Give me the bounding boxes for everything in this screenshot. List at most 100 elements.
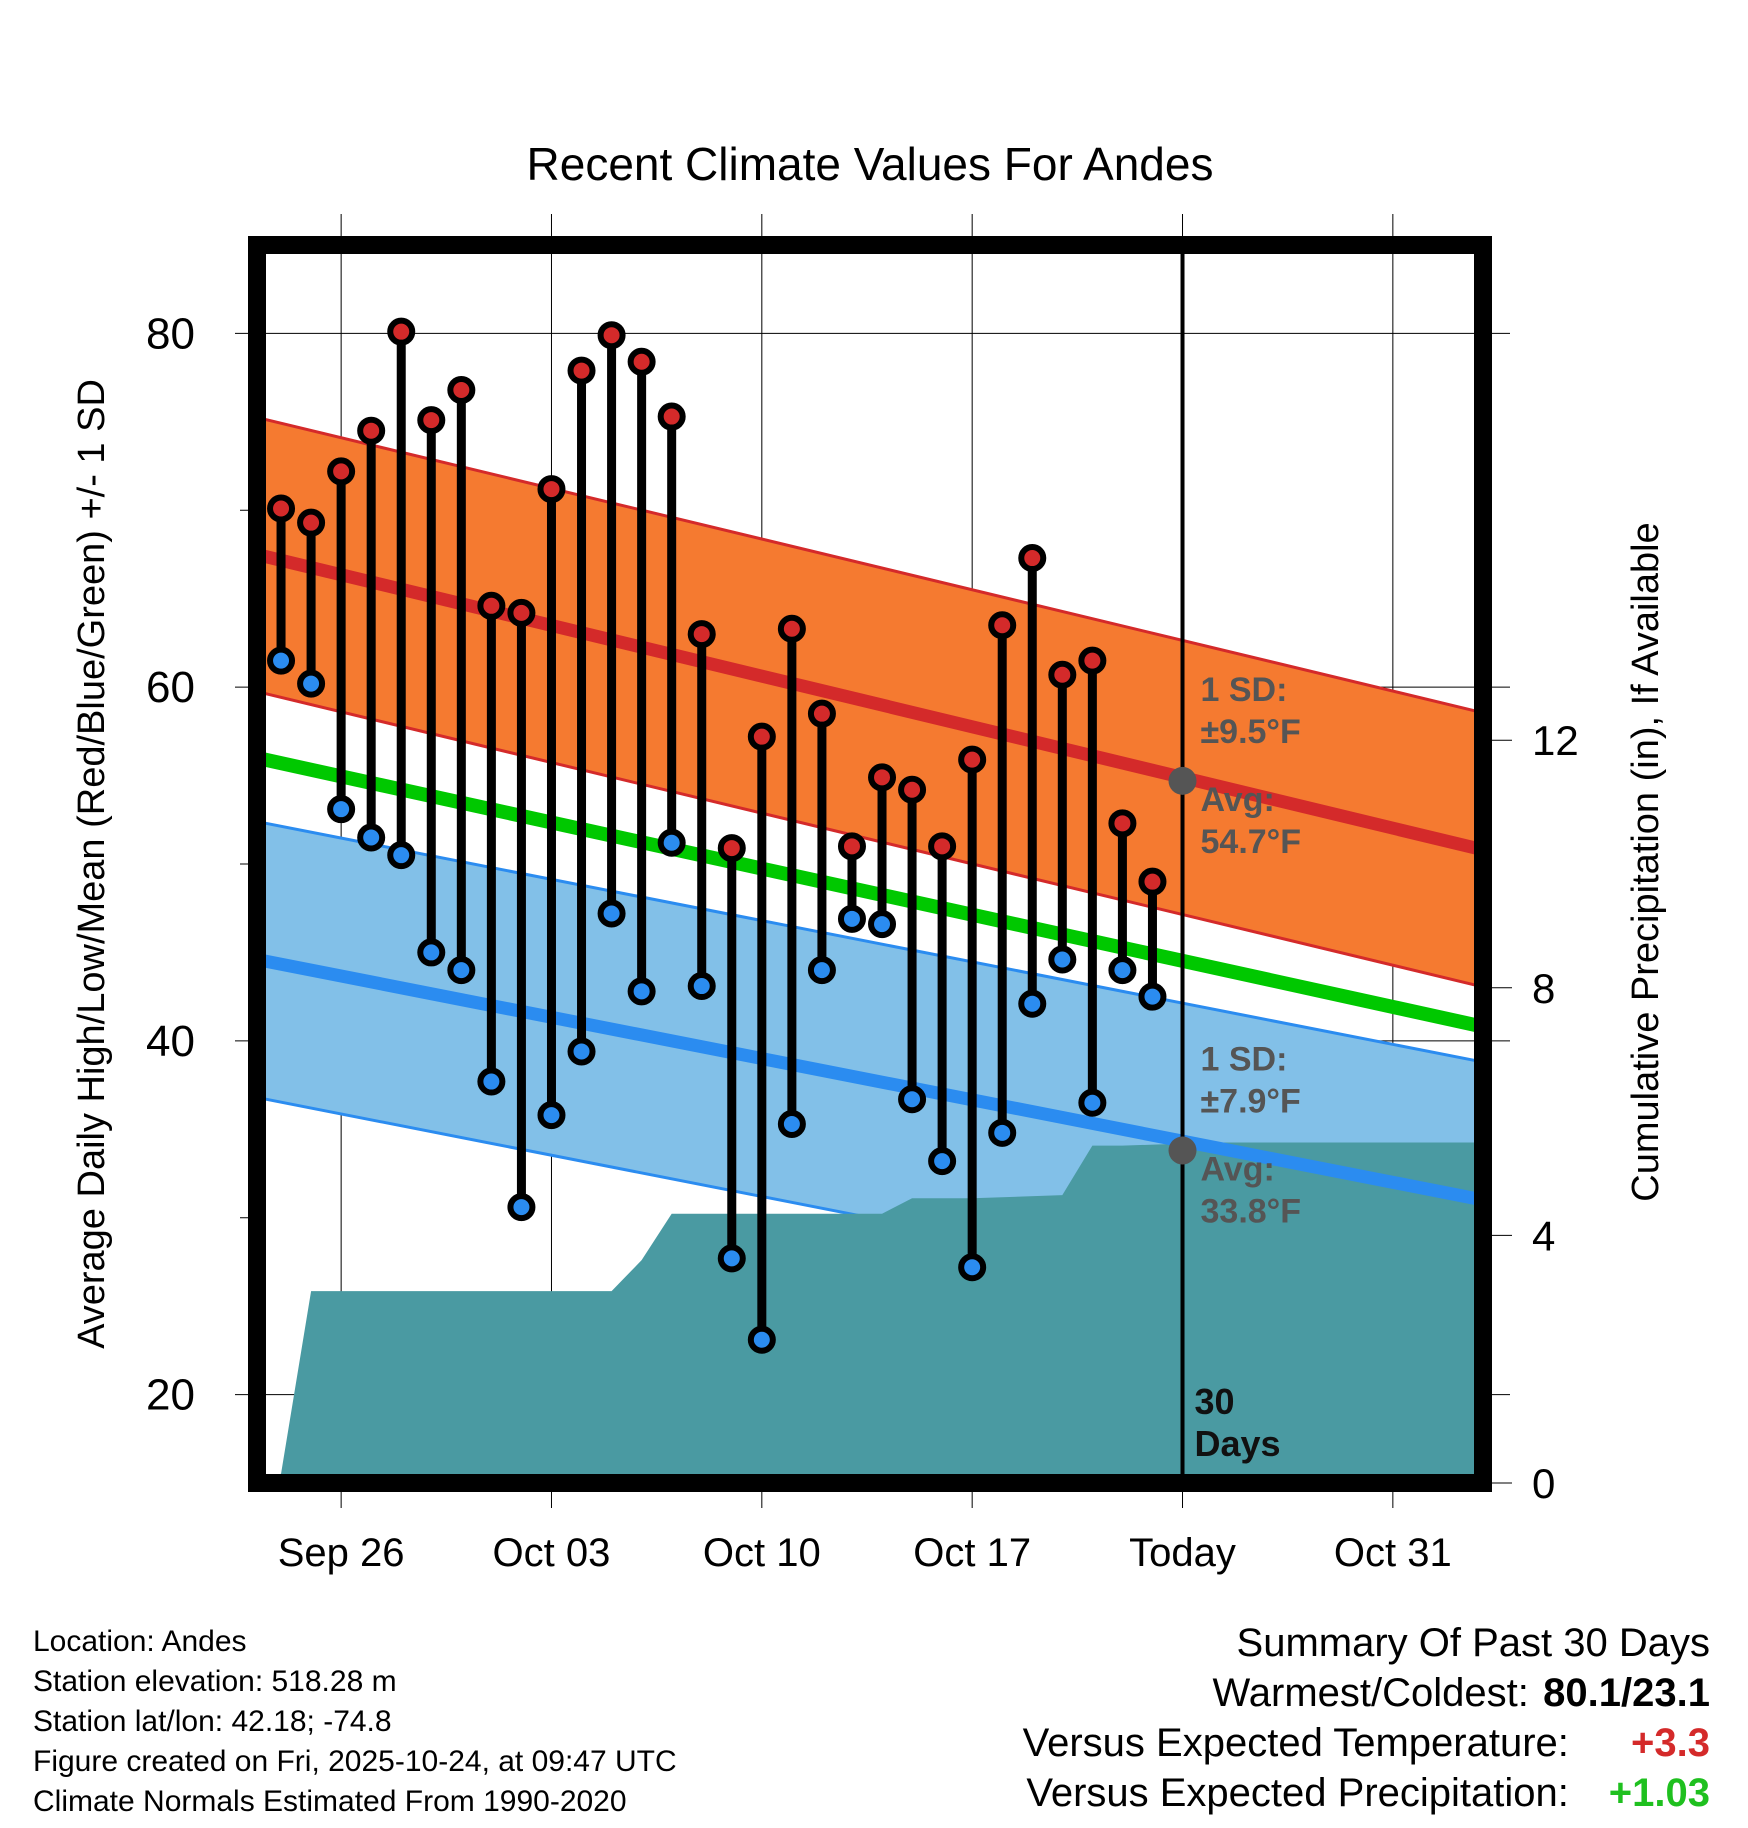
- low-point-18: [777, 1109, 806, 1138]
- low-avg-label: Avg:: [1201, 1151, 1275, 1189]
- high-point-16: [717, 834, 746, 863]
- high-point-17: [747, 722, 776, 751]
- high-point-6: [417, 406, 446, 435]
- low-sd-value: ±7.9°F: [1201, 1083, 1301, 1121]
- normal-low-line: [255, 953, 1485, 1207]
- low-point-30: [1138, 982, 1167, 1011]
- low-point-15: [687, 972, 716, 1001]
- high-point-4: [357, 416, 386, 445]
- low-point-4: [357, 823, 386, 852]
- low-point-22: [898, 1085, 927, 1114]
- summary-panel: Summary Of Past 30 Days Warmest/Coldest:…: [810, 1618, 1710, 1818]
- y2-tick-label-8: 8: [1532, 965, 1555, 1012]
- high-point-24: [958, 745, 987, 774]
- y-tick-label-40: 40: [146, 1017, 195, 1066]
- high-point-23: [928, 832, 957, 861]
- y-tick-label-80: 80: [146, 309, 195, 358]
- low-point-20: [837, 904, 866, 933]
- low-point-9: [507, 1193, 536, 1222]
- high-point-28: [1078, 646, 1107, 675]
- low-point-13: [627, 977, 656, 1006]
- low-point-7: [447, 956, 476, 985]
- x-axis-title: Day: [836, 1597, 904, 1600]
- high-point-14: [657, 402, 686, 431]
- warmest-value: 80.1/23.1: [1543, 1671, 1710, 1715]
- chart-title: Recent Climate Values For Andes: [527, 138, 1214, 190]
- precip-label: Versus Expected Precipitation:: [1026, 1771, 1569, 1815]
- high-point-12: [597, 321, 626, 350]
- low-point-21: [868, 910, 897, 939]
- high-point-19: [807, 699, 836, 728]
- high-point-11: [567, 356, 596, 385]
- precip-area: [257, 1142, 1483, 1483]
- low-point-17: [747, 1325, 776, 1354]
- low-point-24: [958, 1253, 987, 1282]
- low-point-2: [297, 669, 326, 698]
- x-tick-label-2: Oct 10: [703, 1531, 821, 1575]
- x-tick-label-5: Oct 31: [1334, 1531, 1452, 1575]
- high-point-7: [447, 376, 476, 405]
- high-point-26: [1018, 544, 1047, 573]
- y-tick-label-20: 20: [146, 1371, 195, 1420]
- high-point-10: [537, 475, 566, 504]
- y2-tick-label-4: 4: [1532, 1212, 1555, 1259]
- x-tick-label-4: Today: [1129, 1531, 1236, 1575]
- low-point-25: [988, 1118, 1017, 1147]
- x-tick-label-0: Sep 26: [278, 1531, 405, 1575]
- y2-tick-label-0: 0: [1532, 1460, 1555, 1507]
- today-high-avg-marker: [1168, 766, 1197, 795]
- high-point-30: [1138, 867, 1167, 896]
- summary-title: Summary Of Past 30 Days: [1236, 1621, 1710, 1665]
- high-point-1: [267, 494, 296, 523]
- high-avg-value: 54.7°F: [1201, 823, 1302, 861]
- location-text: Location: Andes: [33, 1625, 247, 1658]
- x-tick-label-3: Oct 17: [913, 1531, 1031, 1575]
- low-point-3: [327, 795, 356, 824]
- summary-warmest-row: Warmest/Coldest: 80.1/23.1: [810, 1668, 1711, 1718]
- low-point-19: [807, 956, 836, 985]
- precip-value: +1.03: [1608, 1771, 1710, 1815]
- temp-value: +3.3: [1631, 1721, 1710, 1765]
- y2-tick-label-12: 12: [1532, 717, 1579, 764]
- temp-label: Versus Expected Temperature:: [1022, 1721, 1569, 1765]
- high-point-25: [988, 611, 1017, 640]
- low-point-29: [1108, 956, 1137, 985]
- high-point-21: [868, 763, 897, 792]
- today-count-unit: Days: [1195, 1423, 1281, 1464]
- high-point-5: [387, 317, 416, 346]
- low-point-14: [657, 828, 686, 857]
- today-low-avg-marker: [1168, 1136, 1197, 1165]
- high-point-22: [898, 775, 927, 804]
- high-point-20: [837, 832, 866, 861]
- low-point-28: [1078, 1088, 1107, 1117]
- low-point-26: [1018, 989, 1047, 1018]
- low-point-23: [928, 1147, 957, 1176]
- y-axis-title: Average Daily High/Low/Mean (Red/Blue/Gr…: [71, 379, 113, 1349]
- high-point-18: [777, 614, 806, 643]
- high-point-2: [297, 508, 326, 537]
- high-point-3: [327, 457, 356, 486]
- low-point-8: [477, 1067, 506, 1096]
- high-point-8: [477, 591, 506, 620]
- summary-temp-row: Versus Expected Temperature: +3.3: [810, 1718, 1710, 1768]
- high-sd-label: 1 SD:: [1201, 671, 1288, 709]
- x-tick-label-1: Oct 03: [493, 1531, 611, 1575]
- station-info: Location: Andes Station elevation: 518.2…: [33, 1622, 833, 1822]
- low-point-1: [267, 646, 296, 675]
- today-count-number: 30: [1195, 1381, 1235, 1422]
- low-point-12: [597, 899, 626, 928]
- y-tick-label-60: 60: [146, 663, 195, 712]
- low-point-6: [417, 938, 446, 967]
- high-point-15: [687, 620, 716, 649]
- plot-frame: [248, 236, 1492, 1492]
- high-avg-label: Avg:: [1201, 781, 1275, 819]
- low-avg-value: 33.8°F: [1201, 1193, 1302, 1231]
- latlon-text: Station lat/lon: 42.18; -74.8: [33, 1705, 392, 1738]
- y2-axis-title: Cumulative Precipitation (in), If Availa…: [1625, 522, 1667, 1201]
- high-point-27: [1048, 660, 1077, 689]
- high-point-9: [507, 598, 536, 627]
- high-sd-value: ±9.5°F: [1201, 713, 1301, 751]
- low-point-5: [387, 841, 416, 870]
- high-point-13: [627, 347, 656, 376]
- low-point-16: [717, 1244, 746, 1273]
